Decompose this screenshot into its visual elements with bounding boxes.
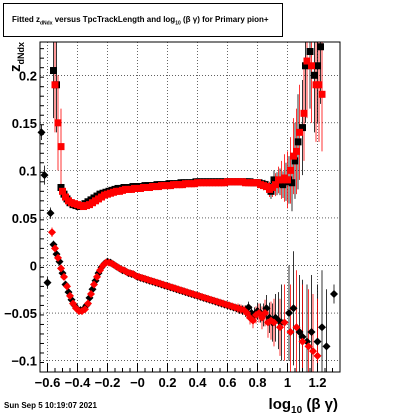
data-point-diamond [322,342,331,351]
y-tick-label: −0.05 [4,306,37,321]
data-point-diamond [318,323,326,332]
data-point-diamond [43,278,52,287]
chart-title: Fitted zdNdx versus TpcTrackLength and l… [12,15,269,27]
data-point-diamond [276,323,284,332]
data-point-diamond [249,316,257,325]
data-point-diamond [81,305,89,314]
x-tick-label: −0.6 [35,375,61,390]
data-point-diamond [289,304,298,313]
y-tick-label: 0.2 [19,68,37,83]
data-point-square [311,71,318,79]
data-point-square [272,181,279,189]
data-point-diamond [304,342,313,351]
data-point-diamond [298,332,307,341]
x-tick-label: −0 [130,375,145,390]
data-point-diamond [286,328,295,337]
data-point-diamond [63,282,71,291]
data-point-square [315,81,323,89]
data-point-square [59,187,66,195]
data-point-square [317,43,324,51]
x-tick-label: 1 [284,375,291,390]
data-point-diamond [292,323,301,332]
data-point-diamond [298,337,307,346]
data-point-square [293,147,300,155]
x-axis-title: log10 (β γ) [269,396,338,414]
y-tick-label: 0.15 [12,116,37,131]
data-point-square [290,152,297,160]
y-tick-label: −0.1 [11,354,37,369]
x-tick-label: 0.6 [218,375,236,390]
data-point-square [296,128,303,136]
data-point-diamond [90,280,98,289]
data-point-square [314,62,321,70]
data-point-square [57,143,65,151]
data-point-diamond [40,171,49,180]
data-point-square [291,157,299,165]
x-tick-label: −0.4 [65,375,91,390]
data-point-square [50,67,57,75]
data-point-diamond [280,318,289,327]
data-point-diamond [309,347,317,356]
data-point-square [288,179,296,187]
data-point-square [57,184,65,192]
axis-ticks [39,48,341,373]
data-point-diamond [313,351,322,360]
data-point-square [62,193,69,201]
data-point-diamond [66,291,74,300]
data-point-square [318,90,326,98]
data-points [37,43,338,360]
data-point-diamond [46,209,55,218]
x-tick-labels: −0.6 −0.4 −0.2 −0 0.2 0.4 0.6 0.8 1 1.2 [35,375,327,390]
data-point-square [270,176,278,184]
data-point-diamond [285,309,293,318]
data-point-square [302,62,309,70]
data-point-square [299,124,306,132]
data-point-square [51,81,59,89]
x-tick-label: 0.2 [158,375,176,390]
data-point-diamond [57,264,65,273]
data-point-diamond [87,290,95,299]
data-point-square [287,166,294,174]
x-tick-label: 0.8 [248,375,266,390]
data-point-diamond [84,299,92,308]
data-point-square [54,119,62,127]
data-point-diamond [54,253,62,262]
data-point-diamond [270,318,278,327]
data-point-diamond [60,272,68,281]
y-tick-label: 0.1 [19,163,37,178]
data-point-square [294,138,302,146]
x-tick-label: 1.2 [308,375,326,390]
data-point-square [306,48,314,56]
data-point-diamond [261,309,269,318]
data-point-square [284,176,291,184]
x-tick-label: −0.2 [95,375,121,390]
y-axis-title: zdNdx [7,42,26,72]
data-point-square [308,62,315,70]
data-point-diamond [313,337,322,346]
y-tick-label: 0 [30,258,37,273]
data-point-diamond [330,290,338,299]
datestamp: Sun Sep 5 10:19:07 2021 [4,401,97,410]
data-point-diamond [307,328,316,337]
title-box: Fitted zdNdx versus TpcTrackLength and l… [3,3,283,37]
y-tick-labels: −0.1 −0.05 0 0.05 0.1 0.15 0.2 [4,68,37,368]
x-tick-label: 0.4 [188,375,207,390]
data-point-diamond [48,228,56,237]
data-point-diamond [93,272,101,281]
data-point-diamond [37,128,46,137]
data-point-diamond [51,244,59,253]
data-point-square [300,109,308,117]
y-tick-label: 0.05 [12,211,37,226]
data-point-square [303,57,311,65]
